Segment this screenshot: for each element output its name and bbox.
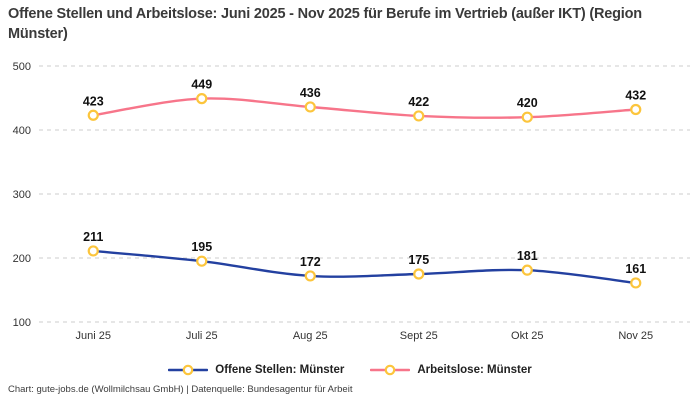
legend-item-arbeitslose[interactable]: Arbeitslose: Münster [370,364,532,376]
data-point-label: 449 [191,78,212,92]
data-point-marker[interactable] [304,101,316,113]
data-point-label: 422 [408,95,429,109]
legend-line-marker-icon [168,364,209,376]
y-axis-tick-label: 200 [13,253,31,265]
data-point-marker[interactable] [304,270,316,282]
series-line [92,97,637,119]
data-point-label: 172 [300,255,321,269]
data-point-marker[interactable] [87,245,99,257]
line-chart-plot-area: 100 200 300 400 500 Juni 25 Juli 25 Aug 25 Sept … [13,61,690,342]
legend-label: Offene Stellen: Münster [215,364,345,376]
chart-title: Offene Stellen und Arbeitslose: Juni 202… [8,6,642,42]
data-point-marker[interactable] [196,255,208,267]
x-axis-tick-label: Juni 25 [76,330,111,342]
x-axis-tick-label: Juli 25 [186,330,218,342]
x-axis-tick-label: Aug 25 [293,330,328,342]
data-point-label: 161 [625,262,646,276]
data-point-label: 432 [625,89,646,103]
data-point-label: 181 [517,249,538,263]
data-point-label: 211 [83,230,103,244]
legend-marker [182,364,194,376]
data-point-marker[interactable] [413,110,425,122]
chart-source-footer: Chart: gute-jobs.de (Wollmilchsau GmbH) … [8,384,353,395]
legend-label: Arbeitslose: Münster [417,364,532,376]
data-point-marker[interactable] [630,103,642,116]
data-point-label: 423 [83,94,104,108]
y-axis-tick-label: 400 [13,125,31,137]
data-point-marker[interactable] [196,93,208,105]
y-axis-tick-label: 500 [13,61,31,73]
data-point-label: 175 [408,253,429,267]
data-point-marker[interactable] [630,277,642,289]
data-point-label: 195 [191,240,212,254]
legend-marker [385,364,396,376]
data-point-marker[interactable] [413,268,425,280]
y-axis-tick-label: 300 [13,189,31,201]
data-point-marker[interactable] [521,264,533,276]
chart-legend: Offene Stellen: Münster Arbeitslose: Mün… [0,357,700,383]
x-axis-tick-label: Sept 25 [400,330,438,342]
y-axis-tick-label: 100 [13,317,31,329]
legend-line-marker-icon [370,364,411,376]
legend-item-offene-stellen[interactable]: Offene Stellen: Münster [168,364,344,376]
data-point-marker[interactable] [521,111,533,123]
data-point-label: 420 [517,96,538,110]
series-line [92,249,637,285]
data-point-label: 436 [300,86,321,100]
x-axis-tick-label: Okt 25 [511,330,543,342]
x-axis-tick-label: Nov 25 [618,330,653,342]
data-point-marker[interactable] [87,109,99,121]
